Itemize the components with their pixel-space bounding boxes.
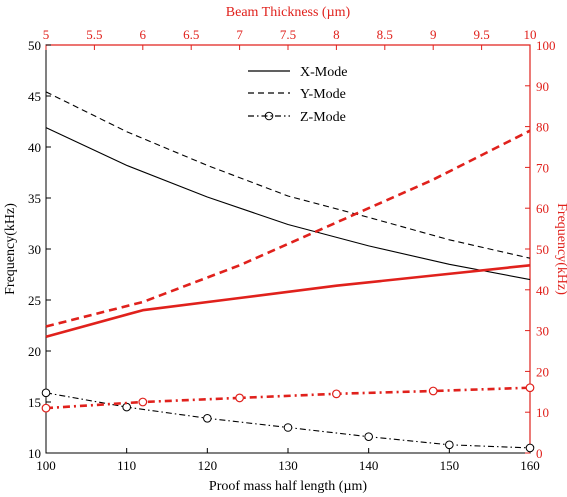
y-right-tick-label: 30 <box>536 324 549 339</box>
y-left-tick-label: 50 <box>28 38 41 53</box>
halflength-z-mode-marker <box>364 432 373 441</box>
x-top-tick-label: 8.5 <box>377 27 393 42</box>
x-top-tick-label: 7.5 <box>280 27 296 42</box>
y-left-tick-label: 40 <box>28 140 41 155</box>
halflength-z-mode-marker <box>283 423 293 432</box>
thickness-z-mode-marker <box>332 389 341 399</box>
x-bottom-tick-label: 140 <box>359 458 379 473</box>
legend-x-mode-label: X-Mode <box>300 65 347 80</box>
x-top-tick-label: 6 <box>140 27 147 42</box>
y-right-tick-label: 20 <box>536 364 549 379</box>
y-left-axis-title: Frequency(kHz) <box>3 203 18 295</box>
thickness-z-mode-marker <box>235 393 245 403</box>
thickness-x-mode-line <box>45 264 531 338</box>
halflength-z-mode-marker <box>41 388 51 398</box>
halflength-x-mode-line <box>45 127 531 281</box>
series-layer <box>41 91 535 453</box>
halflength-z-mode-marker <box>445 440 454 450</box>
x-top-axis-title: Beam Thickness (µm) <box>226 5 351 20</box>
y-left-tick-label: 20 <box>28 344 41 359</box>
y-left-tick-label: 45 <box>28 89 41 104</box>
x-top-tick-label: 7 <box>236 27 243 42</box>
x-top-tick-label: 9 <box>430 27 437 42</box>
thickness-y-mode-line <box>45 129 531 328</box>
x-bottom-tick-label: 150 <box>440 458 460 473</box>
y-left-tick-label: 35 <box>28 191 41 206</box>
y-right-tick-label: 40 <box>536 283 549 298</box>
y-left-tick-label: 25 <box>28 293 41 308</box>
y-right-tick-label: 10 <box>536 405 549 420</box>
x-bottom-tick-label: 110 <box>117 458 136 473</box>
y-right-tick-label: 80 <box>536 120 549 135</box>
x-top-tick-label: 6.5 <box>183 27 199 42</box>
y-left-tick-label: 30 <box>28 242 41 257</box>
thickness-z-mode-marker <box>428 386 438 396</box>
legend-z-mode-label: Z-Mode <box>300 110 346 125</box>
thickness-z-mode-marker <box>138 397 148 407</box>
legend-y-mode-label: Y-Mode <box>300 87 346 102</box>
x-top-tick-label: 8 <box>333 27 340 42</box>
x-top-tick-label: 10 <box>524 27 537 42</box>
y-right-axis-title: Frequency(kHz) <box>554 203 567 295</box>
x-bottom-tick-label: 130 <box>278 458 298 473</box>
plot-frame <box>45 44 531 454</box>
y-right-tick-label: 90 <box>536 79 549 94</box>
x-bottom-tick-label: 120 <box>198 458 218 473</box>
halflength-z-mode-marker <box>122 402 131 412</box>
y-left-tick-label: 15 <box>28 395 41 410</box>
x-bottom-tick-label: 160 <box>520 458 540 473</box>
halflength-z-mode-marker <box>203 414 212 423</box>
y-right-tick-label: 0 <box>536 446 543 461</box>
y-right-tick-label: 70 <box>536 160 549 175</box>
y-right-tick-label: 60 <box>536 201 549 216</box>
halflength-z-mode-marker <box>525 443 535 453</box>
thickness-z-mode-line <box>45 386 531 410</box>
x-top-tick-label: 9.5 <box>473 27 489 42</box>
y-right-tick-label: 50 <box>536 242 549 257</box>
halflength-z-mode-line <box>45 392 531 449</box>
x-bottom-tick-label: 100 <box>36 458 56 473</box>
thickness-z-mode-marker <box>41 403 51 413</box>
legend: X-Mode Y-Mode Z-Mode <box>248 65 347 125</box>
thickness-z-mode-marker <box>525 383 535 393</box>
x-axis-title: Proof mass half length (µm) <box>209 479 367 494</box>
y-left-tick-label: 10 <box>28 446 41 461</box>
x-top-tick-label: 5.5 <box>86 27 102 42</box>
halflength-y-mode-line <box>45 91 531 259</box>
x-top-tick-label: 5 <box>43 27 50 42</box>
y-right-tick-label: 100 <box>536 38 556 53</box>
legend-z-mode-marker <box>264 111 274 121</box>
